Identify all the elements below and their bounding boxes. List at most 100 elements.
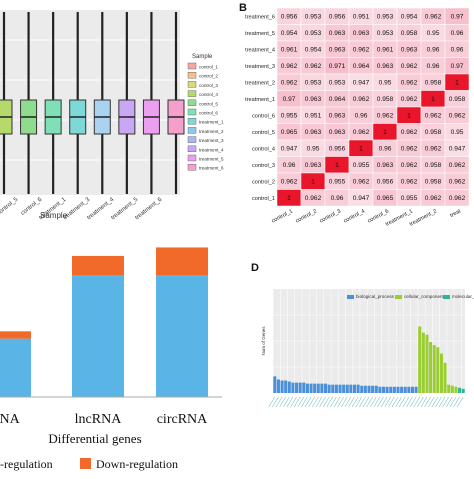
go-bar [313,383,317,393]
go-bar [407,386,411,393]
cell-value: 0.955 [281,113,298,120]
cell-value: 0.961 [377,47,394,54]
row-label: treatment_1 [245,97,275,103]
cell-value: 0.958 [425,179,442,186]
x-tick-label-stub [420,396,428,408]
go-bar [458,387,462,393]
go-bar [320,383,324,393]
x-tick-label-stub [272,396,279,408]
x-tick-label-stub [362,396,370,408]
cell-value: 0.962 [401,179,418,186]
cell-value: 0.956 [329,14,346,21]
x-tick-label-stub [431,396,439,408]
go-bar [389,386,393,393]
legend-swatch [443,295,450,299]
cell-value: 0.963 [329,47,346,54]
go-bar [403,386,407,393]
x-tick-label-stub [322,396,330,408]
go-bar [400,386,404,393]
x-tick-label-stub [290,396,297,408]
legend-swatch [347,295,354,299]
x-tick-label-stub [409,396,417,408]
x-tick-label-stub [395,396,402,408]
go-bar [342,384,346,393]
cell-value: 0.962 [305,195,322,202]
cell-value: 1 [311,179,315,186]
cell-value: 0.956 [281,14,298,21]
cell-value: 0.962 [281,63,298,70]
legend-swatch [187,117,197,125]
row-label: control_5 [252,130,275,136]
go-bar [349,384,353,393]
cell-value: 0.97 [283,96,296,103]
go-bar [454,386,458,393]
panel-label: B [239,2,247,14]
col-label: control_3 [319,208,342,224]
cell-value: 0.971 [329,63,346,70]
cell-value: 0.962 [353,179,370,186]
legend-swatch [187,90,197,97]
col-label: control_1 [271,208,294,224]
cell-value: 0.962 [401,80,418,87]
x-tick-label-stub [301,396,308,408]
x-tick-label-stub [286,396,294,408]
go-bar [352,384,357,393]
x-axis-label: Differential genes [48,431,141,446]
cell-value: 0.962 [377,113,394,120]
go-bar [447,384,451,393]
bar-segment-up [156,275,208,397]
bar-segment-down [72,255,124,276]
legend-swatch [187,154,197,162]
cell-value: 0.947 [353,195,370,202]
legend-label: control_3 [199,83,218,88]
cell-value: 0.97 [451,63,464,70]
cell-value: 0.962 [401,63,418,70]
x-axis-label: Sample [40,211,68,220]
go-bar [396,386,400,393]
go-bar [305,383,309,393]
x-tick-label-stub [449,396,457,408]
category-label: lncRNA [75,412,123,427]
legend-label: treatment_1 [199,120,224,125]
x-tick-label-stub [406,396,413,408]
x-tick-label-stub [319,396,326,408]
x-tick-label-stub [377,396,384,408]
go-bar [316,383,320,393]
cell-value: 0.96 [451,47,464,54]
cell-value: 0.964 [353,63,370,70]
cell-value: 0.962 [401,146,418,153]
cell-value: 0.965 [377,195,394,202]
x-tick-label: treatment_6 [134,196,163,221]
x-tick-label-stub [366,396,373,408]
cell-value: 0.961 [281,47,298,54]
x-tick-label-stub [283,396,290,408]
category-label: circRNA [157,412,208,427]
cell-value: 1 [359,146,363,153]
col-label: treatment_2 [409,208,438,227]
x-tick-label-stub [413,396,420,408]
cell-value: 0.962 [401,129,418,136]
x-tick-label-stub [384,396,391,408]
cell-value: 0.96 [451,30,464,37]
cell-value: 0.95 [307,146,320,153]
differential-genes-svg: RNA lncRNA circRNA Differential genes -regul… [0,247,222,471]
panel-c-stacked-bar: RNA lncRNA circRNA Differential genes -regul… [0,237,237,474]
x-tick-label-stub [312,396,319,408]
legend-label: treatment_5 [199,157,224,162]
cell-value: 0.963 [377,162,394,169]
x-tick-label-stub [279,396,286,408]
bar-segment-up [72,275,124,397]
cell-value: 0.951 [353,14,370,21]
cell-value: 0.964 [329,96,346,103]
cell-value: 0.958 [377,96,394,103]
go-bar [324,383,328,393]
go-bar [461,388,465,393]
cell-value: 0.958 [401,30,418,37]
cell-value: 0.963 [305,129,322,136]
legend-swatch [187,163,197,171]
cell-value: 0.958 [425,80,442,87]
cell-value: 0.962 [305,63,322,70]
x-tick-label-stub [315,396,323,408]
